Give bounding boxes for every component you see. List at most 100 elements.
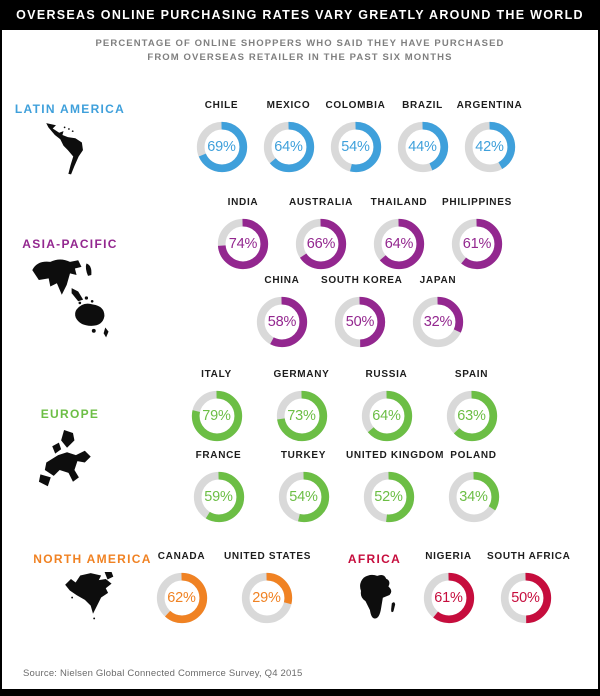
donut-ring-south-korea: 50% — [334, 296, 386, 348]
donut-ring-spain: 63% — [446, 390, 498, 442]
donut-value-india: 74% — [228, 236, 258, 252]
country-label-india: INDIA — [227, 197, 259, 208]
donut-south-korea: SOUTH KOREA 50% — [321, 274, 403, 348]
donut-row-asia-pacific-2: CHINA 58% SOUTH KOREA 50% JAPAN 32% — [243, 274, 477, 348]
donut-ring-argentina: 42% — [464, 121, 516, 173]
donut-ring-russia: 64% — [361, 390, 413, 442]
donut-row-europe-2: FRANCE 59% TURKEY 54% UNITED KINGDOM 52% POLAN… — [176, 449, 516, 523]
donut-canada: CANADA 62% — [139, 550, 224, 624]
donut-value-turkey: 54% — [289, 489, 318, 505]
country-label-spain: SPAIN — [454, 369, 489, 380]
donut-nigeria: NIGERIA 61% — [410, 550, 487, 624]
donut-thailand: THAILAND 64% — [360, 196, 438, 270]
donut-row-africa: NIGERIA 61% SOUTH AFRICA 50% — [410, 550, 571, 624]
donut-ring-brazil: 44% — [397, 121, 449, 173]
donut-argentina: ARGENTINA 42% — [456, 99, 523, 173]
europe-map-icon — [38, 430, 91, 487]
region-label-asia-pacific: ASIA-PACIFIC — [22, 237, 118, 251]
donut-japan: JAPAN 32% — [399, 274, 477, 348]
donut-italy: ITALY 79% — [174, 368, 259, 442]
donut-ring-colombia: 54% — [330, 121, 382, 173]
country-label-south-africa: SOUTH AFRICA — [487, 551, 571, 562]
donut-ring-china: 58% — [256, 296, 308, 348]
country-label-canada: CANADA — [157, 551, 206, 562]
country-label-argentina: ARGENTINA — [456, 100, 523, 111]
country-label-thailand: THAILAND — [370, 197, 428, 208]
donut-ring-turkey: 54% — [278, 471, 330, 523]
country-label-mexico: MEXICO — [266, 100, 311, 111]
donut-value-brazil: 44% — [408, 139, 437, 155]
donut-turkey: TURKEY 54% — [261, 449, 346, 523]
donut-russia: RUSSIA 64% — [344, 368, 429, 442]
donut-ring-philippines: 61% — [451, 218, 503, 270]
donut-ring-united-states: 29% — [241, 572, 293, 624]
donut-poland: POLAND 34% — [431, 449, 516, 523]
donut-value-nigeria: 61% — [434, 590, 463, 606]
donut-value-italy: 79% — [202, 408, 231, 424]
country-label-turkey: TURKEY — [280, 450, 327, 461]
country-label-germany: GERMANY — [273, 369, 330, 380]
donut-ring-canada: 62% — [156, 572, 208, 624]
region-africa: AFRICA — [332, 552, 417, 628]
donut-row-latin-america: CHILE 69% MEXICO 64% COLOMBIA 54% BRAZIL 44% ARG… — [188, 99, 523, 173]
donut-australia: AUSTRALIA 66% — [282, 196, 360, 270]
donut-ring-united-kingdom: 52% — [363, 471, 415, 523]
region-label-africa: AFRICA — [347, 552, 402, 566]
donut-value-china: 58% — [267, 314, 297, 330]
donut-value-russia: 64% — [372, 408, 401, 424]
donut-value-spain: 63% — [457, 408, 486, 424]
page-title: OVERSEAS ONLINE PURCHASING RATES VARY GR… — [16, 8, 584, 22]
country-label-poland: POLAND — [450, 450, 497, 461]
subtitle-line-1: PERCENTAGE OF ONLINE SHOPPERS WHO SAID T… — [95, 38, 505, 49]
region-label-north-america: NORTH AMERICA — [33, 552, 152, 566]
country-label-united-states: UNITED STATES — [224, 551, 312, 562]
donut-value-japan: 32% — [423, 314, 453, 330]
donut-spain: SPAIN 63% — [429, 368, 514, 442]
donut-germany: GERMANY 73% — [259, 368, 344, 442]
donut-value-argentina: 42% — [475, 139, 504, 155]
donut-ring-chile: 69% — [196, 121, 248, 173]
donut-value-france: 59% — [204, 489, 233, 505]
country-label-australia: AUSTRALIA — [288, 197, 354, 208]
region-asia-pacific: ASIA-PACIFIC — [10, 237, 130, 339]
donut-ring-poland: 34% — [448, 471, 500, 523]
donut-mexico: MEXICO 64% — [255, 99, 322, 173]
donut-value-south-korea: 50% — [345, 314, 375, 330]
region-label-latin-america: LATIN AMERICA — [14, 102, 126, 116]
country-label-colombia: COLOMBIA — [325, 100, 386, 111]
donut-south-africa: SOUTH AFRICA 50% — [487, 550, 571, 624]
subtitle: PERCENTAGE OF ONLINE SHOPPERS WHO SAID T… — [2, 37, 598, 65]
asia-pacific-map-icon — [32, 259, 109, 338]
country-label-brazil: BRAZIL — [402, 100, 443, 111]
region-europe: EUROPE — [10, 407, 130, 507]
donut-chile: CHILE 69% — [188, 99, 255, 173]
donut-india: INDIA 74% — [204, 196, 282, 270]
africa-map-icon — [359, 574, 395, 619]
donut-ring-thailand: 64% — [373, 218, 425, 270]
country-label-nigeria: NIGERIA — [425, 551, 472, 562]
donut-row-north-america: CANADA 62% UNITED STATES 29% — [139, 550, 312, 624]
donut-ring-nigeria: 61% — [423, 572, 475, 624]
donut-ring-south-africa: 50% — [500, 572, 552, 624]
country-label-south-korea: SOUTH KOREA — [321, 275, 403, 286]
north-america-map-icon — [64, 572, 113, 620]
donut-philippines: PHILIPPINES 61% — [438, 196, 516, 270]
donut-brazil: BRAZIL 44% — [389, 99, 456, 173]
donut-value-mexico: 64% — [274, 139, 303, 155]
donut-ring-france: 59% — [193, 471, 245, 523]
donut-value-germany: 73% — [287, 408, 316, 424]
donut-value-united-states: 29% — [252, 590, 281, 606]
country-label-united-kingdom: UNITED KINGDOM — [346, 450, 445, 461]
country-label-chile: CHILE — [204, 100, 239, 111]
country-label-china: CHINA — [264, 275, 300, 286]
donut-ring-india: 74% — [217, 218, 269, 270]
donut-ring-mexico: 64% — [263, 121, 315, 173]
donut-france: FRANCE 59% — [176, 449, 261, 523]
donut-colombia: COLOMBIA 54% — [322, 99, 389, 173]
latin-america-map-icon — [46, 123, 83, 175]
donut-ring-italy: 79% — [191, 390, 243, 442]
donut-value-chile: 69% — [207, 139, 236, 155]
donut-ring-germany: 73% — [276, 390, 328, 442]
title-bar: OVERSEAS ONLINE PURCHASING RATES VARY GR… — [2, 0, 598, 30]
